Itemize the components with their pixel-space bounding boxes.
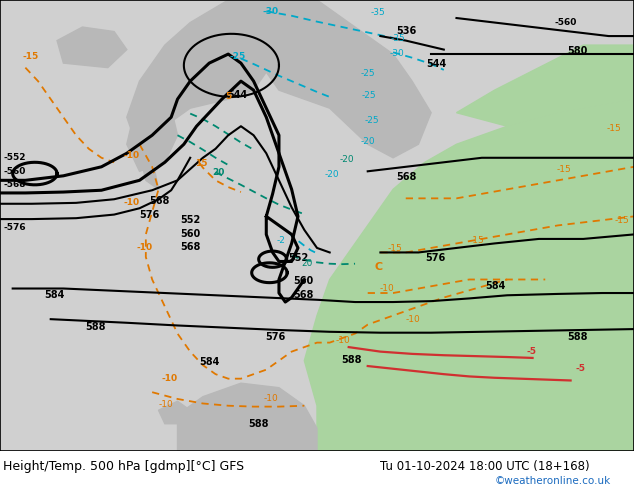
Text: -25: -25	[230, 51, 246, 61]
Text: -10: -10	[124, 151, 139, 160]
Text: -10: -10	[136, 243, 152, 252]
Text: 544: 544	[228, 90, 248, 100]
Text: -15: -15	[388, 244, 403, 253]
Text: 588: 588	[341, 355, 361, 365]
Text: 588: 588	[567, 332, 588, 342]
Text: 568: 568	[181, 242, 201, 252]
Polygon shape	[158, 401, 190, 424]
Text: 552: 552	[288, 253, 309, 264]
Text: -10: -10	[336, 336, 351, 344]
Text: -5: -5	[526, 347, 536, 356]
Text: 568: 568	[293, 290, 313, 299]
Text: -20: -20	[339, 155, 354, 164]
Text: -10: -10	[124, 198, 139, 207]
Text: -568: -568	[3, 180, 25, 189]
Polygon shape	[57, 27, 127, 68]
Text: 536: 536	[396, 26, 417, 36]
Text: 576: 576	[265, 332, 285, 343]
Text: 552: 552	[181, 215, 201, 225]
Text: -30: -30	[390, 49, 404, 58]
Text: -15: -15	[615, 216, 630, 225]
Text: 560: 560	[293, 276, 313, 286]
Text: 20: 20	[212, 168, 225, 177]
Text: 560: 560	[181, 229, 201, 239]
Polygon shape	[127, 0, 304, 189]
Text: -10: -10	[406, 316, 420, 324]
Text: 544: 544	[426, 59, 446, 69]
Text: -10: -10	[263, 394, 278, 403]
Polygon shape	[127, 99, 178, 172]
Text: 584: 584	[485, 280, 505, 291]
Text: 568: 568	[149, 196, 169, 206]
Text: -15: -15	[557, 165, 571, 174]
Polygon shape	[178, 383, 317, 451]
Text: -20: -20	[360, 137, 375, 146]
Text: Tu 01-10-2024 18:00 UTC (18+168): Tu 01-10-2024 18:00 UTC (18+168)	[380, 460, 590, 473]
Text: -15: -15	[22, 51, 39, 61]
Text: -576: -576	[3, 223, 26, 232]
Text: -552: -552	[3, 153, 25, 162]
Text: -10: -10	[158, 400, 173, 409]
Text: -25: -25	[361, 91, 376, 100]
Text: 15: 15	[195, 159, 208, 168]
Text: -560: -560	[3, 167, 25, 175]
Text: 5: 5	[226, 92, 232, 101]
Text: -10: -10	[162, 374, 178, 383]
Polygon shape	[304, 99, 634, 451]
Text: 576: 576	[425, 253, 445, 264]
Text: -25: -25	[360, 69, 375, 78]
Text: -10: -10	[379, 284, 394, 293]
Text: -20: -20	[325, 170, 339, 179]
Text: ©weatheronline.co.uk: ©weatheronline.co.uk	[495, 476, 611, 486]
Text: -15: -15	[606, 124, 621, 133]
Text: 584: 584	[44, 291, 65, 300]
Text: -25: -25	[365, 116, 379, 124]
Text: Height/Temp. 500 hPa [gdmp][°C] GFS: Height/Temp. 500 hPa [gdmp][°C] GFS	[3, 460, 244, 473]
Text: -30: -30	[262, 6, 278, 16]
Text: -15: -15	[469, 236, 484, 245]
Text: 584: 584	[200, 357, 220, 367]
Text: -560: -560	[555, 18, 577, 27]
Polygon shape	[266, 0, 431, 158]
Text: -2: -2	[276, 237, 285, 245]
Text: 588: 588	[86, 322, 106, 332]
Text: C: C	[374, 263, 382, 272]
Text: -35: -35	[370, 8, 385, 17]
Text: 588: 588	[249, 419, 269, 429]
Text: 20: 20	[302, 259, 313, 268]
Polygon shape	[456, 45, 634, 126]
Text: 580: 580	[567, 46, 588, 56]
Text: -35: -35	[391, 34, 405, 43]
Text: 568: 568	[396, 172, 417, 182]
Text: 576: 576	[139, 210, 160, 220]
Text: -5: -5	[576, 365, 586, 373]
